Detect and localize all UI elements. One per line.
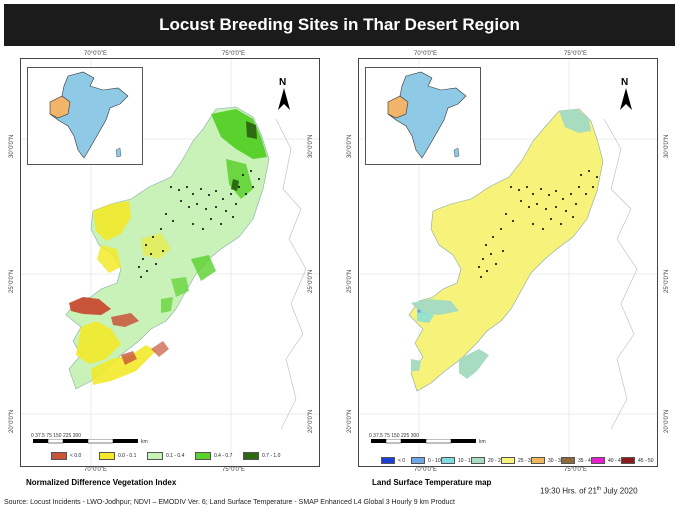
legend-item: 0.4 - 0.7 bbox=[195, 452, 232, 460]
legend-item: 25 - 30 bbox=[501, 457, 534, 464]
lat-label-25-right-r: 25°0'0"N bbox=[664, 269, 670, 293]
legend-item: < 0.0 bbox=[51, 452, 81, 460]
legend-swatch bbox=[471, 457, 485, 464]
scale-labels: 0 37.5 75 150 225 300 bbox=[369, 433, 420, 439]
ndvi-map-panel: N 0 37.5 75 150 225 300 km < 0.0 0.0 - 0… bbox=[20, 58, 320, 467]
legend-item: 0.0 - 0.1 bbox=[99, 452, 136, 460]
legend-swatch bbox=[531, 457, 545, 464]
lat-label-20-left: 20°0'0"N bbox=[9, 409, 15, 433]
india-outline bbox=[387, 71, 467, 159]
ndvi-map bbox=[21, 59, 319, 466]
lat-label-30-right-r: 30°0'0"N bbox=[664, 134, 670, 158]
legend-item: 20 - 25 bbox=[471, 457, 504, 464]
source-text: Source: Locust Incidents - LWO-Jodhpur; … bbox=[4, 499, 455, 506]
legend-item: 0 - 10 bbox=[411, 457, 441, 464]
scale-unit: km bbox=[479, 439, 486, 445]
lst-caption: Land Surface Temperature map bbox=[372, 478, 492, 487]
lat-label-30-left-r: 30°0'0"N bbox=[308, 134, 314, 158]
legend-swatch bbox=[381, 457, 395, 464]
lat-label-20-right: 20°0'0"N bbox=[347, 409, 353, 433]
legend-item: 0.7 - 1.0 bbox=[243, 452, 280, 460]
title-bar: Locust Breeding Sites in Thar Desert Reg… bbox=[4, 4, 675, 46]
scale-unit: km bbox=[141, 439, 148, 445]
india-outline bbox=[49, 71, 129, 159]
legend-swatch bbox=[195, 452, 211, 460]
legend-swatch bbox=[501, 457, 515, 464]
north-arrow-icon: N bbox=[620, 77, 632, 110]
lon-label-70-left: 70°0'0"E bbox=[84, 51, 108, 57]
lst-map-panel: N 0 37.5 75 150 225 300 km < 0 0 - 10 10… bbox=[358, 58, 658, 467]
ndvi-caption: Normalized Difference Vegetation Index bbox=[26, 478, 177, 487]
legend-item: 30 - 35 bbox=[531, 457, 564, 464]
lat-label-25-left-r: 25°0'0"N bbox=[308, 269, 314, 293]
lon-label-75-right: 75°0'0"E bbox=[564, 51, 588, 57]
legend-item: 35 - 40 bbox=[561, 457, 594, 464]
legend-item: 0.1 - 0.4 bbox=[147, 452, 184, 460]
lat-label-20-left-r: 20°0'0"N bbox=[308, 409, 314, 433]
lat-label-25-right: 25°0'0"N bbox=[347, 269, 353, 293]
scale-bar bbox=[33, 439, 138, 444]
legend-swatch bbox=[243, 452, 259, 460]
scale-bar bbox=[371, 439, 476, 444]
legend-swatch bbox=[441, 457, 455, 464]
legend-swatch bbox=[147, 452, 163, 460]
lst-map bbox=[359, 59, 657, 466]
lon-label-70-left-bottom: 70°0'0"E bbox=[84, 467, 108, 473]
legend-swatch bbox=[621, 457, 635, 464]
lon-label-75-left-bottom: 75°0'0"E bbox=[222, 467, 246, 473]
legend-item: 10 - 15 bbox=[441, 457, 474, 464]
timestamp: 19:30 Hrs. of 21th July 2020 bbox=[540, 486, 638, 496]
legend-swatch bbox=[411, 457, 425, 464]
legend-item: < 0 bbox=[381, 457, 405, 464]
legend-swatch bbox=[591, 457, 605, 464]
legend-swatch bbox=[51, 452, 67, 460]
lon-label-70-right: 70°0'0"E bbox=[414, 51, 438, 57]
india-inset-map bbox=[27, 67, 143, 165]
lon-label-75-left: 75°0'0"E bbox=[222, 51, 246, 57]
lat-label-25-left: 25°0'0"N bbox=[9, 269, 15, 293]
legend-item: 40 - 45 bbox=[591, 457, 624, 464]
legend-item: 45 - 50 bbox=[621, 457, 654, 464]
lon-label-75-right-bottom: 75°0'0"E bbox=[564, 467, 588, 473]
lon-label-70-right-bottom: 70°0'0"E bbox=[414, 467, 438, 473]
legend-swatch bbox=[561, 457, 575, 464]
lat-label-20-right-r: 20°0'0"N bbox=[664, 409, 670, 433]
scale-labels: 0 37.5 75 150 225 300 bbox=[31, 433, 82, 439]
india-inset-map bbox=[365, 67, 481, 165]
lat-label-30-right: 30°0'0"N bbox=[347, 134, 353, 158]
north-arrow-icon: N bbox=[278, 77, 290, 110]
page-title: Locust Breeding Sites in Thar Desert Reg… bbox=[159, 15, 520, 34]
lat-label-30-left: 30°0'0"N bbox=[9, 134, 15, 158]
legend-swatch bbox=[99, 452, 115, 460]
